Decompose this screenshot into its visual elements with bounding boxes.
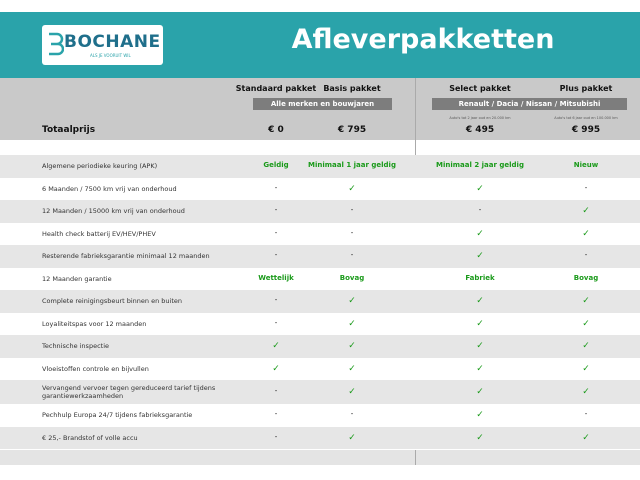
cell: - [350,206,354,215]
cell: Geldig [263,161,289,170]
cell: ✓ [272,341,280,352]
cell: - [274,432,278,441]
note: Auto's tot 2 jaar oud en 20.000 km [449,116,511,120]
tagline: ALS JE VOORUIT WIL [90,53,131,58]
row-label: Resterende fabrieksgarantie minimaal 12 … [42,252,210,261]
package-name: Plus pakket [559,84,613,93]
cell: ✓ [348,296,356,307]
cell: - [584,410,588,419]
cell: ✓ [476,341,484,352]
cell: - [584,251,588,260]
package-name: Basis pakket [323,84,381,93]
cell: ✓ [582,228,590,239]
cell: - [478,206,482,215]
row-label: 12 Maanden / 15000 km vrij van onderhoud [42,207,185,216]
row-label: Loyaliteitspas voor 12 maanden [42,319,147,328]
row-label: Pechhulp Europa 24/7 tijdens fabrieksgar… [42,411,193,420]
cell: ✓ [582,387,590,397]
cell: - [274,251,278,260]
cell: ✓ [348,432,356,443]
cell: ✓ [476,251,484,262]
cell: ✓ [476,363,484,374]
cell: - [350,228,354,237]
cell: ✓ [476,318,484,329]
note: Auto's tot 6 jaar oud en 100.000 km [554,116,618,120]
cell: ✓ [476,296,484,307]
cell: - [274,206,278,215]
package-name: Standaard pakket [235,84,317,93]
table-row [0,426,640,450]
cell: ✓ [476,183,484,194]
price-label: Totaalprijs [42,125,96,135]
cell: - [584,183,588,192]
cell: - [350,410,354,419]
cell: ✓ [348,387,356,397]
cell: ✓ [348,363,356,374]
price: € 495 [465,125,495,135]
cell: Fabriek [465,273,495,282]
row-label: Vloeistoffen controle en bijvullen [42,364,149,373]
row-label: 6 Maanden / 7500 km vrij van onderhoud [42,184,177,193]
price: € 995 [571,125,601,135]
cell: ✓ [476,432,484,443]
cell: ✓ [582,318,590,329]
logo-icon [49,32,64,56]
cell: ✓ [348,183,356,194]
cell: - [274,183,278,192]
cell: ✓ [348,341,356,352]
title: Afleverpakketten [291,24,555,55]
row-label: Vervangend vervoer tegen gereduceerd tar… [42,384,216,400]
row-label: Algemene periodieke keuring (APK) [42,162,158,171]
cell: - [274,296,278,305]
row-label: Technische inspectie [42,342,109,351]
cell: ✓ [582,363,590,374]
row-label: Health check batterij EV/HEV/PHEV [42,229,156,238]
cell: - [274,318,278,327]
cell: ✓ [476,410,484,421]
price: € 795 [337,125,367,135]
cell: ✓ [272,363,280,374]
cell: - [274,410,278,419]
brand: BOCHANE [64,32,161,52]
cell: - [350,251,354,260]
cell: Wettelijk [258,273,294,282]
cell: ✓ [582,296,590,307]
cell: ✓ [582,432,590,443]
cell: Bovag [573,273,599,282]
row-label: Complete reinigingsbeurt binnen en buite… [42,297,183,306]
cell: Minimaal 1 jaar geldig [308,161,396,170]
price: € 0 [268,125,284,135]
cell: ✓ [348,318,356,329]
table-footer [0,445,640,465]
group-bar: Alle merken en bouwjaren [253,98,392,110]
logo [42,25,163,65]
cell: Nieuw [573,161,599,170]
cell: - [274,387,278,395]
cell: ✓ [582,341,590,352]
group-bar: Renault / Dacia / Nissan / Mitsubishi [432,98,627,110]
row-label: 12 Maanden garantie [42,274,112,283]
cell: Minimaal 2 jaar geldig [436,161,524,170]
cell: - [274,228,278,237]
cell: ✓ [476,387,484,397]
cell: ✓ [582,206,590,217]
cell: Bovag [339,273,365,282]
package-name: Select pakket [449,84,511,93]
table-row [0,380,640,405]
cell: ✓ [476,228,484,239]
row-label: € 25,- Brandstof of volle accu [42,433,138,442]
